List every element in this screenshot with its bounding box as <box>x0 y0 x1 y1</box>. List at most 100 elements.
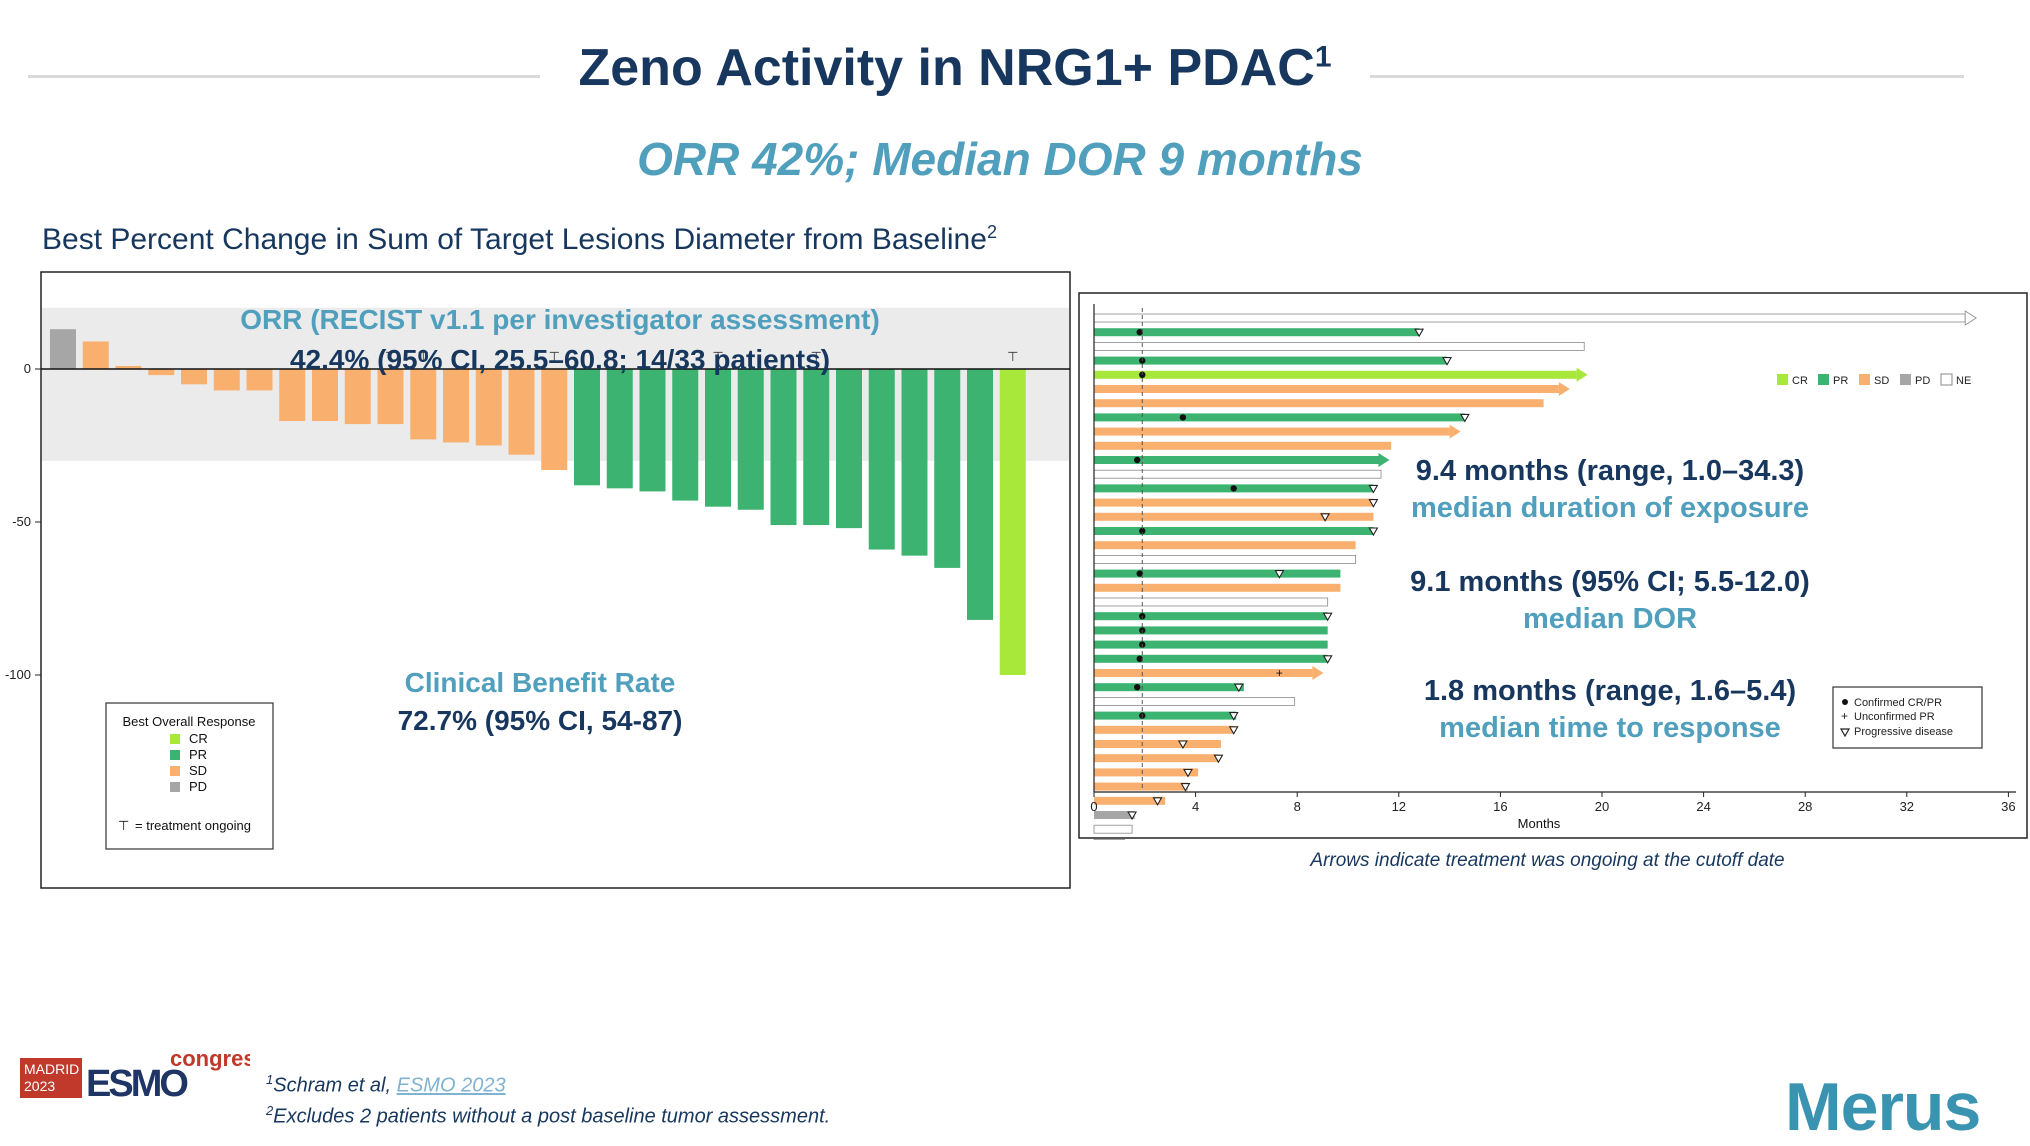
x-tick-label: 32 <box>1900 799 1914 814</box>
x-tick-label: 8 <box>1294 799 1301 814</box>
arrows-note: Arrows indicate treatment was ongoing at… <box>1310 850 1785 871</box>
swimmer-x-axis: 0 4 8 12 16 20 24 28 32 36 <box>1090 304 2016 814</box>
waterfall-bar <box>475 369 502 446</box>
progressive-disease-marker <box>1368 527 1379 537</box>
esmo-logo-congress: congress <box>170 1046 250 1071</box>
esmo-logo-name: ESMO <box>86 1063 187 1105</box>
swimmer-bar <box>1093 313 1966 323</box>
marker-legend-box <box>1832 686 1983 749</box>
sw-legend-label-pr: PR <box>1833 375 1848 387</box>
waterfall-bar <box>934 369 961 568</box>
confirmed-response-marker <box>1230 485 1237 492</box>
swimmer-bar <box>1094 456 1379 464</box>
legend-label-cr: CR <box>189 731 208 746</box>
legend-label-pr: PR <box>189 747 207 762</box>
waterfall-bar <box>344 369 371 425</box>
ongoing-arrow <box>1378 453 1390 467</box>
progressive-disease-marker <box>1274 570 1285 579</box>
progressive-disease-marker <box>1228 726 1239 735</box>
progressive-disease-marker <box>1228 712 1239 721</box>
slide-subtitle: ORR 42%; Median DOR 9 months <box>637 133 1363 185</box>
y-tick-label: 0 <box>24 361 31 376</box>
x-tick-label: 4 <box>1192 799 1199 814</box>
ongoing-arrow <box>1576 367 1588 382</box>
swimmer-bar <box>1094 654 1328 663</box>
unconfirmed-response-icon: + <box>1841 709 1848 723</box>
merus-logo: Merus <box>1785 1069 1981 1145</box>
treatment-ongoing-marker: ⊤ <box>549 349 560 364</box>
waterfall-bars: ⊤ ⊤ ⊤ ⊤ ⊤ ⊤ <box>41 329 1070 675</box>
x-tick-label: 24 <box>1696 799 1710 814</box>
waterfall-bar <box>312 369 338 422</box>
swimmer-bar <box>1094 527 1374 535</box>
waterfall-title: Best Percent Change in Sum of Target Les… <box>42 222 997 257</box>
swimmer-bar <box>1094 768 1199 777</box>
treatment-ongoing-marker: ⊤ <box>385 349 396 364</box>
legend-swatch-pr <box>170 750 180 760</box>
waterfall-legend-title: Best Overall Response <box>123 714 256 729</box>
progressive-disease-marker <box>1414 328 1425 338</box>
swimmer-bar <box>1094 640 1328 649</box>
swimmer-bar <box>1094 796 1166 805</box>
swimmer-bar <box>1094 782 1188 791</box>
orr-heading: ORR (RECIST v1.1 per investigator assess… <box>240 304 880 335</box>
treatment-ongoing-marker: ⊤ <box>811 349 822 364</box>
waterfall-title-text: Best Percent Change in Sum of Target Les… <box>42 223 987 256</box>
swimmer-bar <box>1094 512 1374 521</box>
waterfall-chart: ⊤⊤⊤⊤⊤⊤ 500-50-100 Best Overall Response … <box>5 271 1071 889</box>
waterfall-y-axis: 500-50-100 <box>5 361 41 682</box>
swimmer-bar <box>1093 342 1585 351</box>
footnote-2: 2Excludes 2 patients without a post base… <box>266 1103 830 1129</box>
esmo-2023-link[interactable]: ESMO 2023 <box>396 1074 506 1097</box>
footnote-1: 1Schram et al, ESMO 2023 <box>266 1072 506 1098</box>
swimmer-bar <box>1093 824 1133 834</box>
swimmer-bar <box>1094 541 1356 550</box>
swimmer-bar <box>1093 597 1329 607</box>
waterfall-bar <box>770 369 797 526</box>
swimmer-bar <box>1094 740 1221 748</box>
swimmer-bar <box>1094 583 1341 592</box>
confirmed-response-marker <box>1139 527 1146 535</box>
sw-legend-swatch-pr <box>1818 374 1829 385</box>
waterfall-bar <box>606 369 633 489</box>
waterfall-bar <box>82 341 109 369</box>
ongoing-arrow <box>1449 424 1461 439</box>
exposure-value: 9.4 months (range, 1.0–34.3) <box>1415 455 1805 487</box>
progressive-disease-icon <box>1839 728 1851 738</box>
legend-swatch-pd <box>170 782 180 792</box>
waterfall-legend: Best Overall Response CR PR SD PD ⊤ = tr… <box>105 702 274 850</box>
ongoing-arrow <box>1964 310 1977 326</box>
progressive-disease-marker <box>1368 499 1379 508</box>
waterfall-bar <box>803 369 830 526</box>
confirmed-response-marker <box>1133 456 1141 464</box>
legend-label-sd: SD <box>189 763 207 778</box>
waterfall-bar <box>213 369 240 391</box>
progressive-disease-marker <box>1368 484 1379 494</box>
sw-legend-swatch-ne <box>1940 373 1953 386</box>
swimmer-bar <box>1094 683 1244 692</box>
waterfall-bar <box>967 369 993 620</box>
ongoing-arrow <box>1558 382 1570 396</box>
swimmer-bar <box>1094 711 1237 720</box>
waterfall-bar <box>410 369 437 440</box>
y-tick-label: -50 <box>12 514 31 529</box>
sw-legend-swatch-cr <box>1777 374 1788 385</box>
waterfall-title-superscript: 2 <box>986 222 997 242</box>
confirmed-response-marker <box>1136 570 1143 577</box>
waterfall-bar <box>181 369 207 385</box>
swimmer-bar <box>1094 385 1559 393</box>
esmo-logo-city: MADRID <box>24 1061 79 1077</box>
title-rule-left <box>28 75 540 78</box>
orr-value: 42.4% (95% CI, 25.5–60.8; 14/33 patients… <box>289 344 831 375</box>
swimmer-bar <box>1094 328 1420 337</box>
waterfall-bar <box>705 369 731 507</box>
swimmer-bar <box>1093 839 1125 840</box>
swimmer-bar <box>1094 413 1465 422</box>
progressive-disease-marker <box>1213 754 1224 764</box>
treatment-ongoing-marker: ⊤ <box>1007 349 1018 364</box>
waterfall-bar <box>508 369 535 455</box>
swimmer-color-legend: CR PR SD PD NE <box>1777 373 1971 387</box>
x-tick-label: 12 <box>1392 799 1406 814</box>
y-tick-label: -100 <box>5 667 31 682</box>
confirmed-response-marker <box>1179 414 1187 421</box>
